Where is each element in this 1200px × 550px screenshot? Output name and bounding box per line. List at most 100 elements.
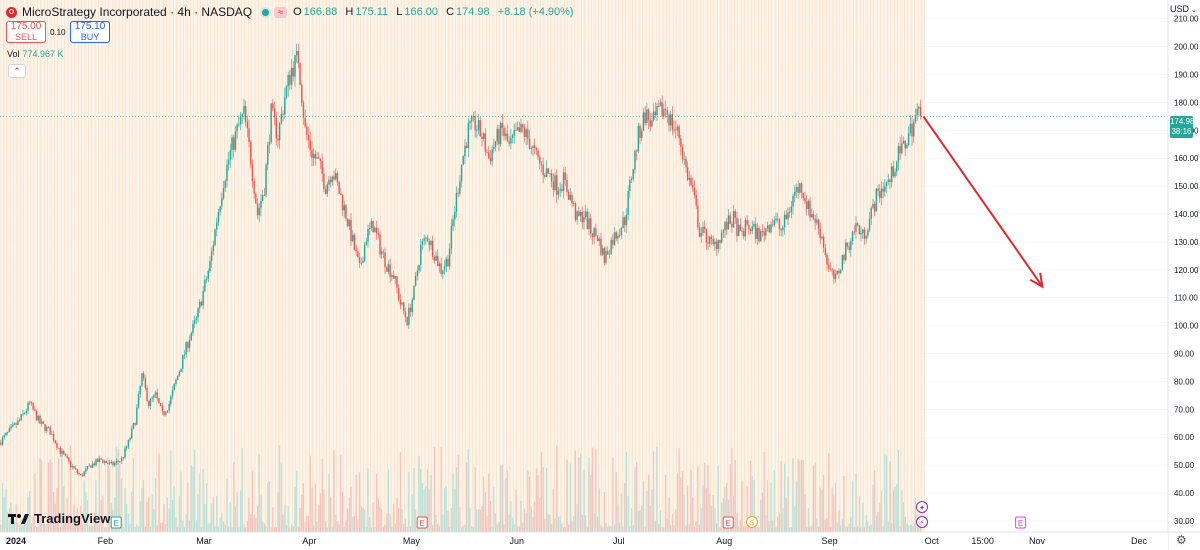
volume-bar: [743, 526, 745, 532]
candle-body: [263, 194, 266, 196]
volume-bar: [190, 464, 192, 532]
forecast-arrow[interactable]: [922, 115, 1044, 289]
volume-bar: [102, 495, 104, 532]
split-marker: [746, 516, 758, 528]
candle-body: [182, 355, 184, 369]
candle-body: [771, 224, 774, 226]
volume-bar: [780, 460, 782, 532]
volume-bar: [409, 526, 412, 532]
candle-body: [688, 177, 691, 180]
volume-bar: [243, 524, 245, 532]
candle-body: [170, 396, 172, 405]
candle-body: [624, 217, 626, 226]
volume-bar: [491, 527, 493, 532]
volume-bar: [350, 486, 352, 532]
candle-body: [812, 214, 815, 220]
candle-body: [794, 192, 796, 196]
volume-bar: [576, 504, 578, 532]
volume-bar: [559, 515, 561, 532]
volume-bar: [115, 446, 118, 532]
candle-body: [561, 188, 563, 191]
volume-bar: [702, 485, 704, 532]
volume-bar: [690, 469, 692, 532]
candle-body: [154, 392, 157, 395]
candle-body: [74, 467, 77, 470]
volume-bar: [462, 525, 464, 532]
candle-body: [737, 224, 740, 237]
price-tick-label: 80.00: [1174, 377, 1195, 386]
volume-bar: [721, 502, 723, 532]
candle-body: [363, 244, 366, 261]
candle-body: [646, 109, 648, 123]
volume-bar: [35, 526, 38, 532]
candle-body: [421, 240, 424, 245]
earnings-marker-label: E: [726, 519, 731, 528]
price-axis[interactable]: 30.00 40.00 50.00 60.00 70.00 80.00 90.00 100.0…: [1167, 0, 1200, 550]
volume-bar: [185, 514, 187, 532]
price-tick-label: 160.00: [1174, 154, 1199, 163]
volume-bar: [829, 526, 832, 532]
volume-bar: [148, 497, 150, 532]
candle-body: [108, 462, 111, 464]
candle-body: [807, 200, 810, 210]
candle-body: [248, 128, 250, 143]
volume-bar: [909, 524, 911, 532]
candle-body: [637, 125, 640, 152]
volume-bar: [522, 522, 524, 532]
buy-button[interactable]: 175.10 BUY: [70, 21, 110, 43]
sell-button[interactable]: 175.00 SELL: [6, 21, 46, 43]
volume-legend[interactable]: Vol 774.967 K: [7, 49, 64, 59]
volume-bar: [114, 497, 116, 532]
candle-body: [236, 124, 238, 132]
candle-body: [414, 275, 417, 286]
volume-bar: [122, 526, 124, 532]
volume-bar: [666, 518, 668, 532]
gear-icon[interactable]: ⚙: [1176, 533, 1187, 547]
candle-body: [282, 113, 284, 115]
collapse-legend-button[interactable]: ⌃: [8, 64, 26, 78]
currency-selector[interactable]: USD ⌄: [1170, 4, 1197, 14]
candle-body: [651, 120, 653, 127]
candle-body: [352, 234, 354, 242]
volume-bar: [137, 526, 140, 532]
candle-body: [467, 123, 470, 149]
volume-bar: [75, 525, 77, 532]
earnings-marker-label: E: [114, 519, 119, 528]
volume-bar: [313, 525, 315, 532]
time-tick-label: Feb: [98, 536, 114, 546]
candle-body: [20, 414, 22, 420]
time-axis[interactable]: 2024 Feb Mar Apr May Jun Jul Aug Sep Oct 15:00 Nov D…: [0, 531, 1200, 550]
event-markers[interactable]: E E E S ✦ ⚡ E: [110, 501, 1027, 529]
candle-body: [5, 432, 7, 436]
candle-body: [539, 156, 541, 164]
candle-body: [124, 448, 126, 458]
volume-bar: [161, 522, 163, 532]
candle-body: [746, 220, 748, 225]
time-tick-label: 15:00: [971, 536, 994, 546]
candle-body: [464, 145, 466, 157]
volume-bar: [437, 523, 439, 532]
volume-bar: [367, 468, 369, 532]
volume-bar: [867, 521, 869, 532]
candle-body: [284, 97, 286, 115]
status-indicator[interactable]: ≈: [260, 6, 288, 18]
candle-body: [678, 126, 680, 139]
candle-body: [397, 287, 400, 300]
volume-bar: [119, 464, 121, 532]
volume-bar: [29, 490, 31, 532]
price-axis-background: [1168, 0, 1200, 550]
candle-body: [292, 67, 294, 77]
volume-bar: [506, 470, 509, 532]
candle-body: [846, 242, 849, 247]
candle-body: [559, 188, 561, 191]
microstrategy-logo-icon: [6, 6, 17, 18]
symbol-title[interactable]: MicroStrategy Incorporated · 4h · NASDAQ: [22, 5, 253, 19]
candle-body: [860, 233, 862, 235]
volume-bar: [241, 448, 243, 532]
volume-bar: [736, 512, 738, 532]
candle-body: [102, 459, 104, 463]
volume-bar: [229, 502, 231, 532]
volume-bar: [738, 526, 740, 532]
tradingview-logo[interactable]: TradingView: [8, 511, 110, 526]
